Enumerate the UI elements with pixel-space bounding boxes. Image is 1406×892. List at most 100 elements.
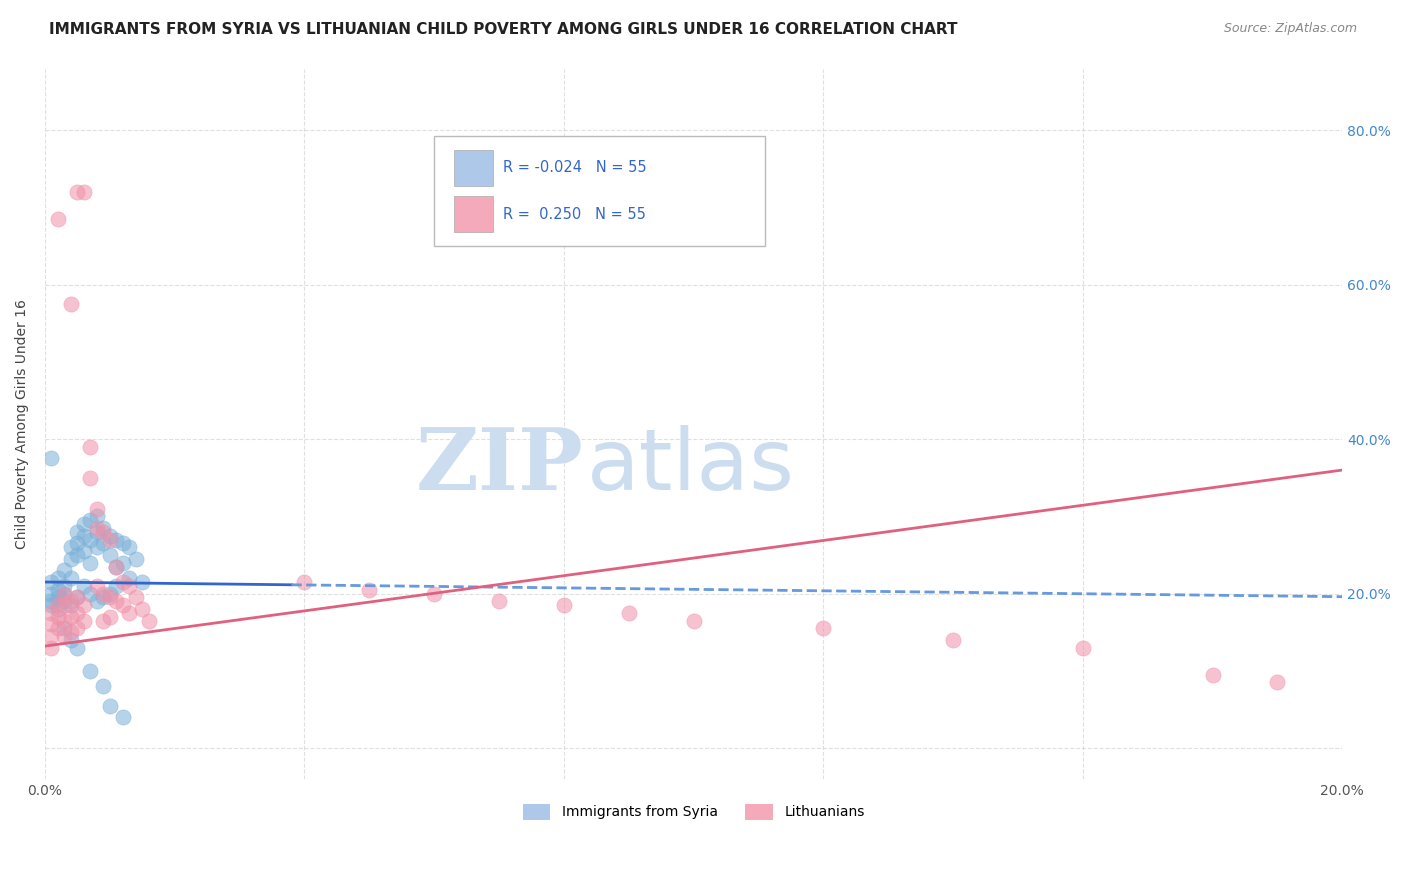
Point xyxy=(59,625,82,640)
Bar xyxy=(454,196,492,232)
Point xyxy=(111,556,134,570)
Point xyxy=(118,541,141,555)
Point xyxy=(125,552,148,566)
Point xyxy=(41,598,63,612)
Point xyxy=(66,548,89,562)
Point xyxy=(118,606,141,620)
Point xyxy=(86,521,108,535)
Point xyxy=(41,594,63,608)
Point xyxy=(53,598,76,612)
Point xyxy=(138,614,160,628)
Point xyxy=(59,594,82,608)
Point xyxy=(86,594,108,608)
Point xyxy=(59,297,82,311)
Text: ZIP: ZIP xyxy=(416,425,583,508)
Point xyxy=(46,591,69,605)
Point xyxy=(41,574,63,589)
Point xyxy=(41,606,63,620)
Point xyxy=(79,556,101,570)
Point xyxy=(53,586,76,600)
Point xyxy=(359,582,381,597)
Point xyxy=(66,640,89,655)
Point xyxy=(53,614,76,628)
Point xyxy=(46,602,69,616)
Point xyxy=(105,559,128,574)
Point xyxy=(111,710,134,724)
Legend: Immigrants from Syria, Lithuanians: Immigrants from Syria, Lithuanians xyxy=(517,798,870,825)
Point xyxy=(86,524,108,539)
Text: atlas: atlas xyxy=(588,425,796,508)
Y-axis label: Child Poverty Among Girls Under 16: Child Poverty Among Girls Under 16 xyxy=(15,299,30,549)
Point xyxy=(53,579,76,593)
Point xyxy=(86,501,108,516)
Point xyxy=(59,598,82,612)
Point xyxy=(46,598,69,612)
Point xyxy=(125,591,148,605)
Point xyxy=(93,521,115,535)
Point xyxy=(73,529,96,543)
Point xyxy=(73,517,96,532)
Point xyxy=(66,185,89,199)
Point xyxy=(1201,667,1223,681)
Point xyxy=(93,591,115,605)
Point xyxy=(93,586,115,600)
Point xyxy=(46,571,69,585)
Point xyxy=(66,536,89,550)
Point xyxy=(98,533,121,547)
Point xyxy=(53,563,76,577)
Point xyxy=(131,574,153,589)
Bar xyxy=(454,150,492,186)
Point xyxy=(98,529,121,543)
Point xyxy=(617,606,640,620)
Point xyxy=(46,212,69,227)
Point xyxy=(1267,675,1289,690)
Point xyxy=(53,586,76,600)
Point xyxy=(66,591,89,605)
Point xyxy=(79,586,101,600)
Point xyxy=(41,640,63,655)
Point xyxy=(105,559,128,574)
Point xyxy=(66,591,89,605)
Point xyxy=(79,513,101,527)
Point xyxy=(98,698,121,713)
Point xyxy=(73,614,96,628)
Point xyxy=(98,591,121,605)
Point xyxy=(46,621,69,635)
Point xyxy=(41,586,63,600)
Point xyxy=(1071,640,1094,655)
Point xyxy=(682,614,704,628)
Point xyxy=(53,594,76,608)
Point xyxy=(53,629,76,643)
Point xyxy=(46,582,69,597)
Point xyxy=(105,533,128,547)
Point xyxy=(93,524,115,539)
Point xyxy=(66,621,89,635)
Point xyxy=(294,574,316,589)
Point xyxy=(118,571,141,585)
Point xyxy=(98,586,121,600)
Point xyxy=(59,632,82,647)
Point xyxy=(93,679,115,693)
Point xyxy=(79,664,101,678)
Point xyxy=(66,606,89,620)
Point xyxy=(59,541,82,555)
Point xyxy=(73,598,96,612)
Text: R =  0.250   N = 55: R = 0.250 N = 55 xyxy=(503,207,645,222)
Point xyxy=(59,571,82,585)
Point xyxy=(73,579,96,593)
Point xyxy=(59,552,82,566)
Point xyxy=(59,609,82,624)
Point xyxy=(73,544,96,558)
Point xyxy=(98,548,121,562)
Point xyxy=(488,594,510,608)
Point xyxy=(93,614,115,628)
Point xyxy=(41,451,63,466)
Point xyxy=(86,509,108,524)
Point xyxy=(105,594,128,608)
Point xyxy=(111,574,134,589)
Text: R = -0.024   N = 55: R = -0.024 N = 55 xyxy=(503,161,647,176)
Point xyxy=(118,579,141,593)
Point xyxy=(73,185,96,199)
Point xyxy=(98,609,121,624)
Point xyxy=(46,609,69,624)
